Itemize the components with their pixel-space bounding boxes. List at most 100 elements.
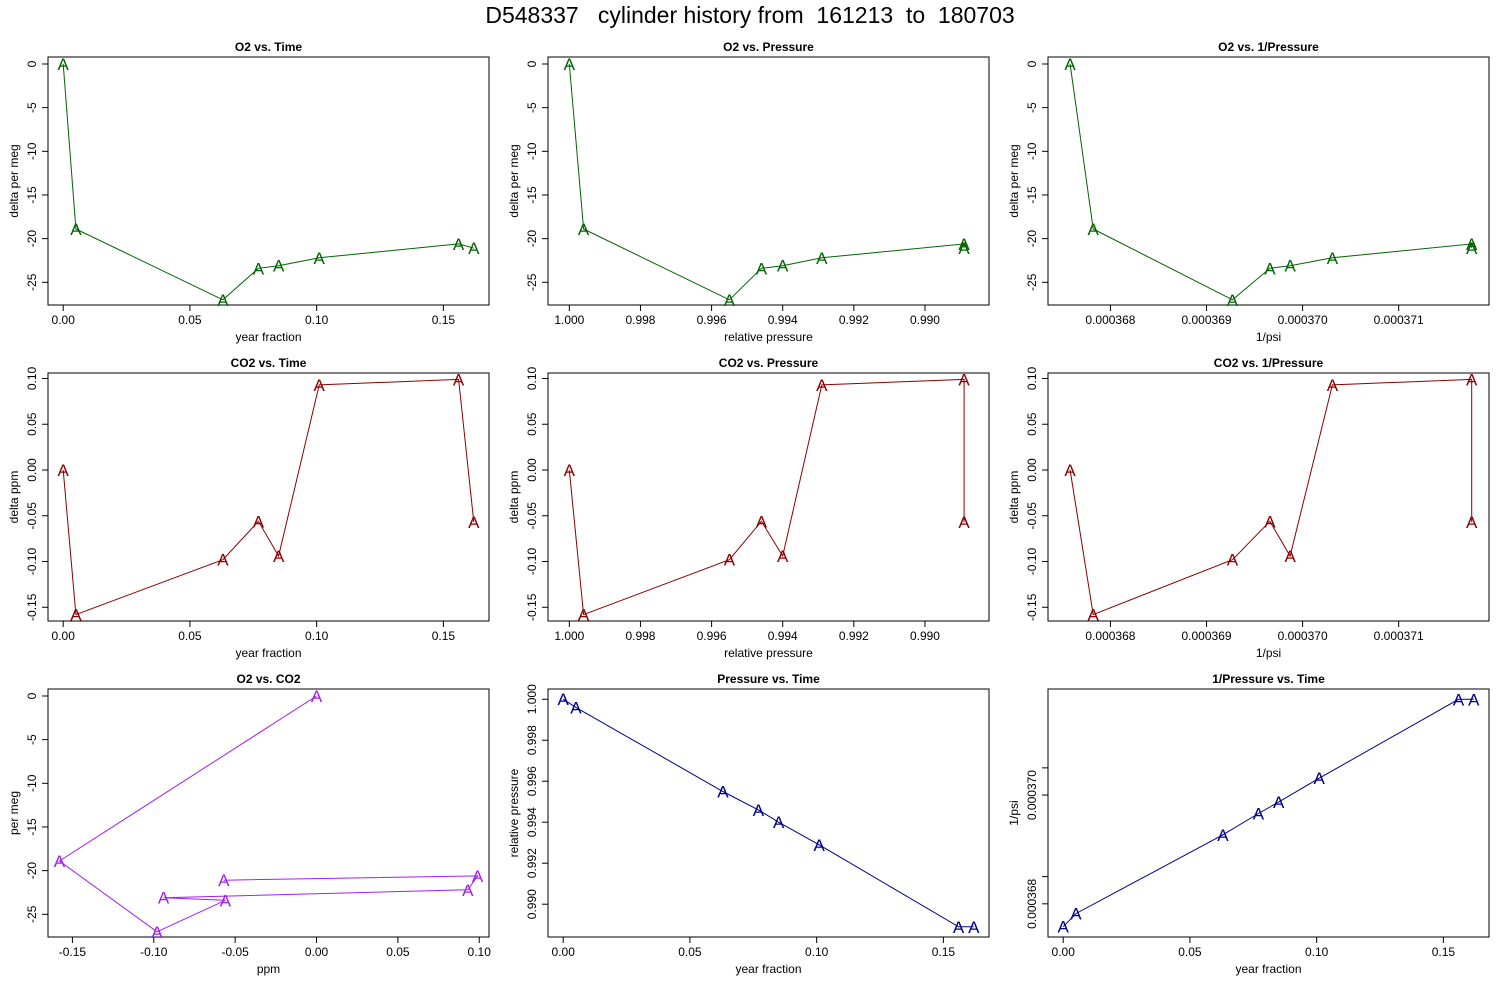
x-tick-label: 0.000369 — [1181, 629, 1231, 643]
y-axis-label: 1/psi — [1007, 800, 1021, 825]
data-point: A — [724, 551, 736, 570]
y-tick-label: -0.05 — [1025, 502, 1039, 530]
y-tick-label: -10 — [25, 142, 39, 160]
x-axis-label: ppm — [257, 962, 280, 976]
x-axis-label: 1/psi — [1256, 330, 1281, 344]
y-axis-label: delta ppm — [7, 471, 21, 524]
data-point: A — [570, 698, 582, 717]
y-tick-label: 0 — [25, 60, 39, 67]
x-tick-label: 0.00 — [52, 313, 76, 327]
y-tick-label: -5 — [25, 102, 39, 113]
data-point: A — [70, 220, 82, 239]
plot-frame — [1047, 56, 1490, 306]
data-point: A — [1466, 235, 1478, 254]
data-point: A — [1264, 512, 1276, 531]
y-tick-label: -15 — [25, 186, 39, 204]
data-point: A — [217, 551, 229, 570]
panel-title: CO2 vs. 1/Pressure — [1214, 356, 1324, 370]
data-point: A — [1466, 239, 1478, 258]
x-tick-label: 0.10 — [468, 945, 492, 959]
y-tick-label: -20 — [1025, 230, 1039, 248]
y-tick-label: -0.15 — [1025, 593, 1039, 621]
y-tick-label: 0.990 — [525, 889, 539, 919]
x-tick-label: 0.000368 — [1085, 629, 1135, 643]
y-tick-label: -0.10 — [25, 548, 39, 576]
data-point: A — [958, 513, 970, 532]
data-point: A — [1466, 370, 1478, 389]
data-point: A — [314, 249, 326, 268]
data-point: A — [58, 55, 70, 74]
data-point: A — [564, 461, 576, 480]
y-tick-label: -20 — [25, 862, 39, 880]
data-point: A — [453, 235, 465, 254]
data-point: A — [273, 547, 285, 566]
data-point: A — [1284, 257, 1296, 276]
y-tick-label: -0.15 — [525, 593, 539, 621]
y-tick-label: -25 — [25, 273, 39, 291]
y-tick-label: 0.10 — [525, 366, 539, 390]
data-point: A — [1087, 606, 1099, 625]
y-tick-label: -0.15 — [25, 593, 39, 621]
y-tick-label: -15 — [1025, 186, 1039, 204]
x-axis-label: 1/psi — [1256, 646, 1281, 660]
series-line — [568, 378, 965, 616]
panel-title: CO2 vs. Time — [231, 356, 307, 370]
y-axis-label: per meg — [7, 791, 21, 835]
y-axis-label: delta ppm — [1007, 471, 1021, 524]
y-tick-label: -5 — [1025, 102, 1039, 113]
data-point: A — [1217, 826, 1229, 845]
y-tick-label: 0.000368 — [1025, 878, 1039, 928]
x-tick-label: 0.10 — [305, 313, 329, 327]
data-point: A — [70, 606, 82, 625]
data-point: A — [1070, 905, 1082, 924]
y-tick-label: -15 — [25, 818, 39, 836]
x-tick-label: 0.996 — [697, 629, 727, 643]
x-tick-label: 0.990 — [910, 313, 940, 327]
data-point: A — [472, 867, 484, 886]
plot-frame — [547, 372, 990, 622]
data-point: A — [1087, 220, 1099, 239]
data-point: A — [1284, 547, 1296, 566]
plot-frame — [547, 56, 990, 306]
x-axis-label: year fraction — [235, 330, 301, 344]
data-point: A — [968, 918, 980, 937]
y-axis-label: delta per meg — [7, 144, 21, 217]
x-tick-label: 1.000 — [554, 313, 584, 327]
data-point: A — [218, 871, 230, 890]
x-tick-label: 0.05 — [178, 313, 202, 327]
data-point: A — [54, 852, 66, 871]
x-tick-label: 0.10 — [805, 945, 829, 959]
plot-frame — [1047, 372, 1490, 622]
series-line — [62, 378, 475, 616]
y-tick-label: -0.10 — [525, 548, 539, 576]
data-point: A — [578, 220, 590, 239]
y-tick-label: 0.00 — [25, 458, 39, 482]
series-line — [568, 63, 965, 301]
x-tick-label: 0.15 — [432, 313, 456, 327]
data-point: A — [724, 291, 736, 310]
series-line — [562, 698, 974, 928]
data-point: A — [958, 239, 970, 258]
x-tick-label: 0.15 — [1432, 945, 1456, 959]
data-point: A — [814, 836, 826, 855]
data-point: A — [753, 801, 765, 820]
x-tick-label: 0.992 — [839, 629, 869, 643]
y-tick-label: 0.05 — [1025, 412, 1039, 436]
x-tick-label: 0.000370 — [1278, 313, 1328, 327]
y-tick-label: -10 — [1025, 142, 1039, 160]
data-point: A — [816, 249, 828, 268]
y-tick-label: 0.998 — [525, 725, 539, 755]
y-tick-label: -25 — [525, 273, 539, 291]
figure-title: D548337 cylinder history from 161213 to … — [485, 2, 1015, 28]
y-tick-label: 0 — [25, 692, 39, 699]
y-tick-label: 0.992 — [525, 848, 539, 878]
data-point: A — [1253, 805, 1265, 824]
data-point: A — [1327, 249, 1339, 268]
x-tick-label: 0.000370 — [1278, 629, 1328, 643]
series-line — [58, 695, 479, 933]
data-point: A — [468, 239, 480, 258]
x-tick-label: 0.998 — [625, 313, 655, 327]
x-tick-label: -0.10 — [140, 945, 168, 959]
x-tick-label: 0.994 — [768, 629, 798, 643]
